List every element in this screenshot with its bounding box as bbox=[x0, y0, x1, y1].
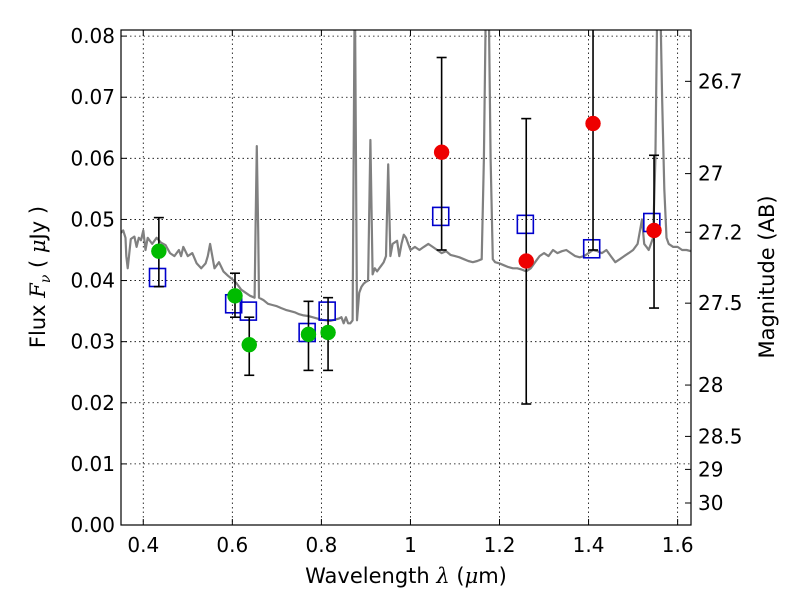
y2-tick-label: 27.2 bbox=[698, 220, 743, 244]
model-point-square bbox=[239, 301, 258, 321]
x-tick-label: 0.8 bbox=[305, 533, 337, 557]
y-tick-label: 0.07 bbox=[70, 85, 115, 109]
y-tick-label: 0.06 bbox=[70, 146, 115, 170]
y-tick-label: 0.05 bbox=[70, 207, 115, 231]
y2-axis-label: Magnitude (AB) bbox=[755, 195, 779, 358]
x-axis-label: Wavelength λ (μm) bbox=[305, 564, 507, 588]
y-tick-label: 0.00 bbox=[70, 513, 115, 537]
x-tick-label: 0.4 bbox=[127, 533, 159, 557]
optical-data-point bbox=[320, 324, 336, 341]
nir-data-point bbox=[585, 115, 601, 132]
y-tick-label: 0.04 bbox=[70, 269, 115, 293]
y2-tick-label: 26.7 bbox=[698, 69, 743, 93]
y-tick-label: 0.03 bbox=[70, 330, 115, 354]
y2-tick-label: 27.5 bbox=[698, 291, 743, 315]
x-tick-label: 1.4 bbox=[573, 533, 605, 557]
y-tick-label: 0.08 bbox=[70, 24, 115, 48]
y2-tick-label: 28 bbox=[698, 373, 723, 397]
y2-tick-label: 28.5 bbox=[698, 424, 743, 448]
y2-tick-label: 30 bbox=[698, 491, 723, 515]
optical-data-point bbox=[241, 336, 257, 353]
model-point-square bbox=[431, 206, 450, 227]
y-tick-label: 0.01 bbox=[70, 452, 115, 476]
optical-data-point bbox=[300, 326, 317, 343]
model-sed-line bbox=[121, 30, 691, 325]
y-axis-label: Flux Fν ( μJy ) bbox=[26, 206, 54, 348]
nir-data-point bbox=[433, 144, 450, 160]
optical-data-point bbox=[151, 243, 167, 259]
x-tick-label: 1 bbox=[404, 533, 417, 557]
model-point-square bbox=[582, 238, 601, 259]
y-tick-label: 0.02 bbox=[70, 391, 115, 415]
grid-lines bbox=[121, 30, 691, 526]
model-point-square bbox=[318, 301, 336, 321]
y2-tick-label: 29 bbox=[698, 457, 723, 481]
x-tick-label: 1.2 bbox=[484, 533, 516, 557]
model-point-square bbox=[148, 267, 167, 288]
nir-data-point bbox=[646, 222, 662, 239]
plot-area bbox=[121, 30, 691, 405]
axes: 0.4 0.6 0.8 1 1.2 1.4 1.6 0.00 0.01 0.02 0.03 0.04 0… bbox=[70, 24, 742, 557]
optical-data-point bbox=[227, 288, 243, 304]
y2-tick-label: 27 bbox=[698, 162, 723, 186]
model-point-square bbox=[516, 214, 535, 235]
plot-frame bbox=[120, 29, 692, 526]
x-tick-label: 0.6 bbox=[216, 533, 248, 557]
x-tick-label: 1.6 bbox=[662, 533, 694, 557]
nir-data-point bbox=[518, 253, 534, 269]
